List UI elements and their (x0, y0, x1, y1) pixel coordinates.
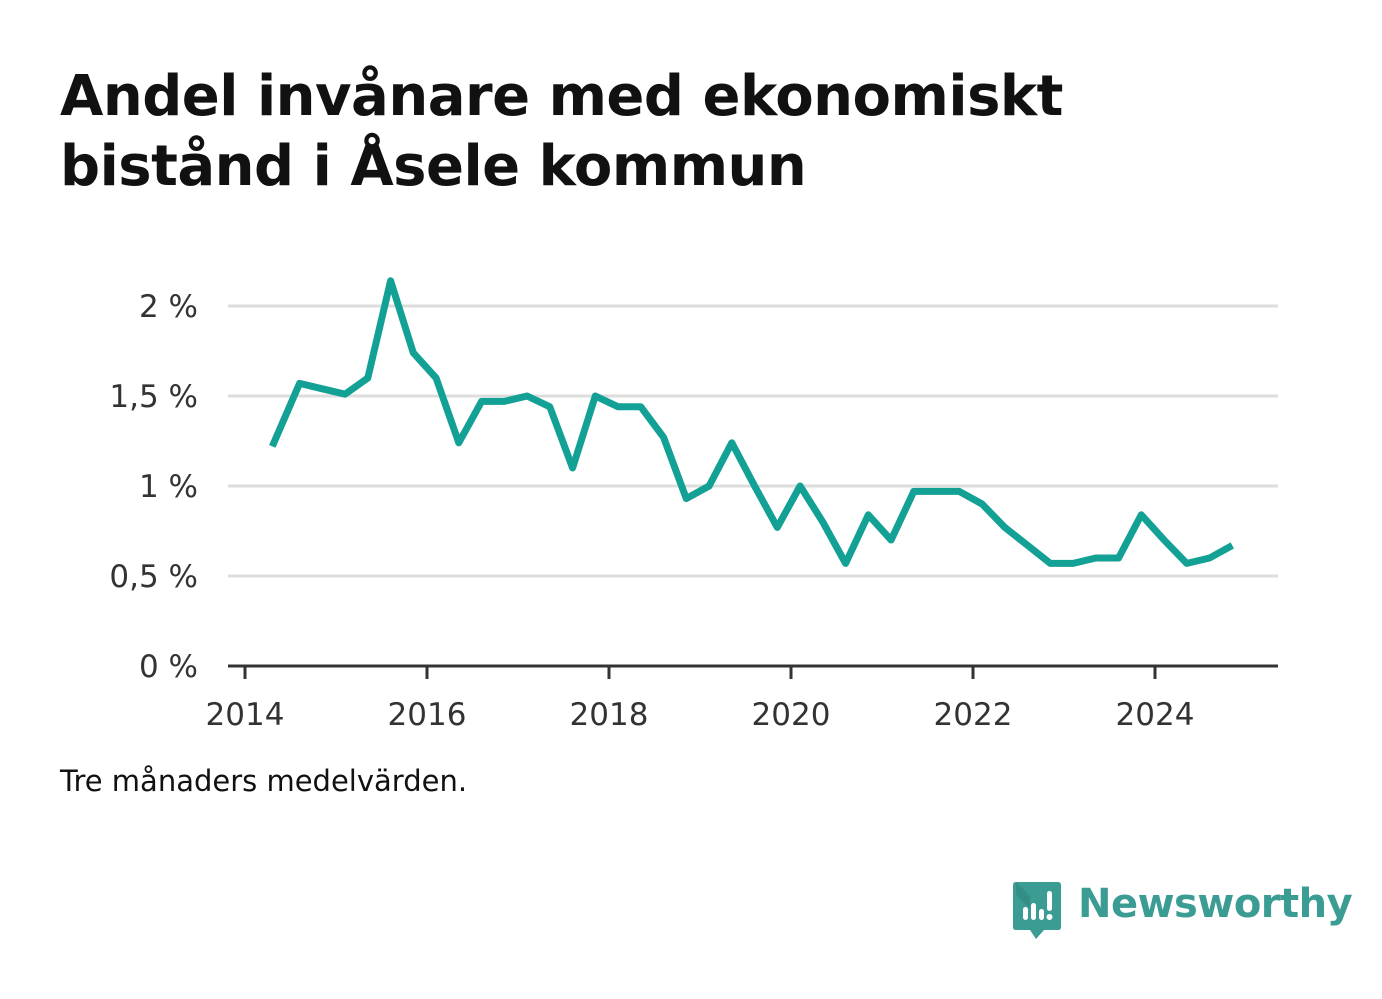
x-tick-label: 2014 (206, 697, 285, 733)
y-axis-ticks: 0 % 0,5 % 1 % 1,5 % 2 % (109, 289, 198, 685)
x-tick-label: 2016 (388, 697, 467, 733)
brand-name: Newsworthy (1078, 881, 1353, 927)
y-tick-label: 0 % (139, 649, 198, 685)
x-tick-label: 2020 (752, 697, 831, 733)
y-tick-label: 1,5 % (109, 379, 198, 415)
gridlines (228, 304, 1278, 578)
series-line (269, 277, 1234, 567)
y-tick-label: 1 % (139, 469, 198, 505)
y-tick-label: 2 % (139, 289, 198, 325)
chart-caption: Tre månaders medelvärden. (60, 764, 468, 798)
data-series (269, 277, 1234, 567)
x-axis: 2014 2016 2018 2020 2022 2024 (206, 664, 1278, 733)
x-tick-label: 2022 (934, 697, 1013, 733)
x-tick-label: 2024 (1116, 697, 1195, 733)
chart-title: Andel invånare med ekonomiskt bistånd i … (60, 64, 1063, 199)
brand-logo: Newsworthy (1010, 878, 1353, 942)
x-tick-label: 2018 (570, 697, 649, 733)
y-tick-label: 0,5 % (109, 559, 198, 595)
bar-chart-speech-bubble-icon (1013, 882, 1061, 939)
